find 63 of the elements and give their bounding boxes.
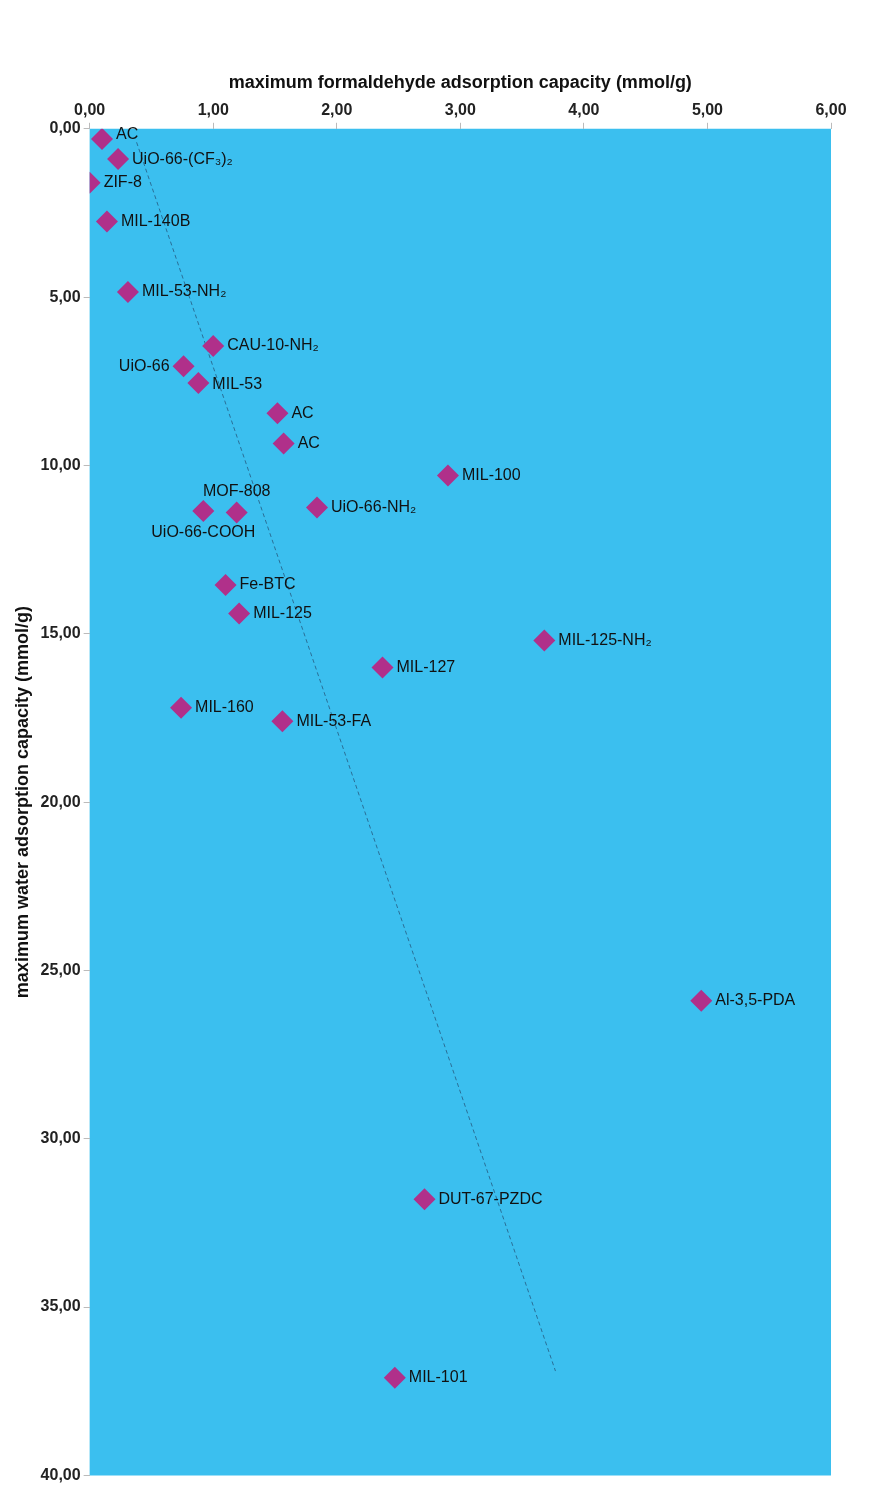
y-tick-label: 35,00 <box>40 1297 81 1315</box>
point <box>202 334 225 357</box>
point <box>371 656 394 679</box>
y-tick-label: 5,00 <box>49 287 81 305</box>
x-tick-label: 0,00 <box>74 100 106 118</box>
x-tick-label: 6,00 <box>815 100 847 118</box>
point <box>266 402 289 425</box>
point <box>225 501 248 524</box>
point <box>214 573 237 596</box>
annotation: CAU-10-NH₂ <box>227 336 319 354</box>
point <box>187 371 210 394</box>
point <box>690 989 713 1012</box>
point <box>228 602 251 625</box>
annotation: UiO-66-COOH <box>151 523 256 541</box>
annotation: MIL-53-FA <box>296 711 372 729</box>
x-tick-label: 3,00 <box>444 100 476 118</box>
point <box>272 432 295 455</box>
x-axis-title: maximum formaldehyde adsorption capacity (mmol/g) <box>228 71 692 92</box>
annotation: Al-3,5-PDA <box>715 991 796 1009</box>
annotation: AC <box>116 125 139 143</box>
annotation: MIL-160 <box>195 698 254 716</box>
y-tick-label: 30,00 <box>40 1129 81 1147</box>
annotation: UiO-66 <box>118 356 170 374</box>
point <box>95 210 118 233</box>
y-tick-label: 15,00 <box>40 624 81 642</box>
annotation: UiO-66-NH₂ <box>330 497 417 515</box>
point <box>91 128 113 150</box>
point <box>305 496 328 519</box>
point <box>116 281 139 304</box>
annotation: MIL-140B <box>120 211 191 229</box>
point <box>533 629 556 652</box>
annotation: MIL-100 <box>461 465 521 483</box>
annotation: ZIF-8 <box>103 173 142 191</box>
annotation: MIL-53-NH₂ <box>141 282 227 300</box>
point <box>170 696 193 719</box>
point <box>192 499 215 522</box>
point <box>383 1366 406 1389</box>
x-tick-label: 2,00 <box>321 100 353 118</box>
y-tick-label: 20,00 <box>40 792 81 810</box>
annotation: Fe-BTC <box>239 575 296 593</box>
annotation: MIL-127 <box>396 657 456 675</box>
annotation: AC <box>297 433 320 451</box>
y-axis-title: maximum water adsorption capacity (mmol/g) <box>11 606 32 999</box>
annotation: MIL-101 <box>408 1368 468 1386</box>
point <box>107 148 130 171</box>
annotation: MOF-808 <box>202 481 271 499</box>
annotation: UiO-66-(CF₃)₂ <box>132 149 233 167</box>
x-tick-label: 5,00 <box>691 100 724 118</box>
y-tick-label: 40,00 <box>40 1465 81 1483</box>
annotation: DUT-67-PZDC <box>438 1189 543 1207</box>
y-tick-label: 25,00 <box>40 960 81 978</box>
annotation: AC <box>291 403 314 421</box>
annotation: MIL-53 <box>212 375 263 393</box>
y-tick-label: 10,00 <box>40 455 81 473</box>
annotation: MIL-125 <box>253 603 312 621</box>
point <box>271 710 294 733</box>
point <box>436 464 459 487</box>
point <box>172 355 195 378</box>
x-tick-label: 4,00 <box>568 100 600 118</box>
y-tick-label: 0,00 <box>49 119 81 137</box>
x-tick-label: 1,00 <box>197 100 229 118</box>
annotation: MIL-125-NH₂ <box>558 630 652 648</box>
point <box>413 1188 436 1211</box>
